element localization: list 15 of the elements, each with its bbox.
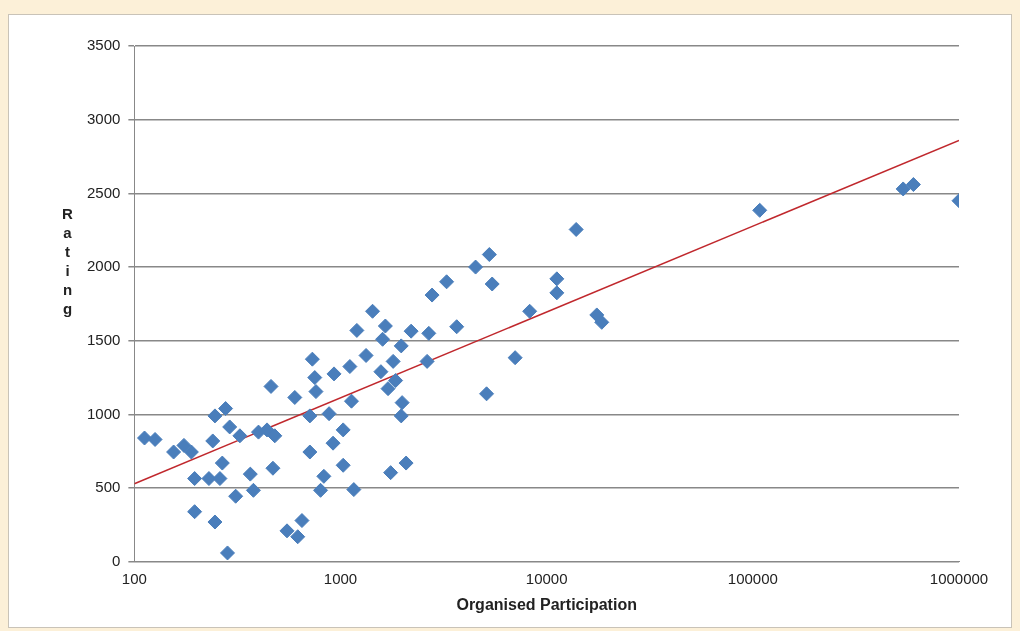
x-tick-label: 100000 [727,569,778,587]
y-tick-label: 3500 [86,36,121,54]
y-tick-label: 2500 [86,183,121,201]
y-tick-label: 500 [95,478,121,496]
y-tick-label: 0 [112,551,121,569]
y-tick-label: 2000 [86,257,121,275]
y-axis-title: Rating [59,205,76,319]
y-tick-label: 3000 [86,109,121,127]
y-tick-label: 1000 [86,404,121,422]
y-tick-label: 1500 [86,330,121,348]
x-axis-title: Organised Participation [456,595,637,613]
x-tick-label: 1000 [323,569,358,587]
x-tick-label: 1000000 [929,569,989,587]
x-tick-label: 10000 [525,569,568,587]
x-tick-label: 100 [121,569,147,587]
